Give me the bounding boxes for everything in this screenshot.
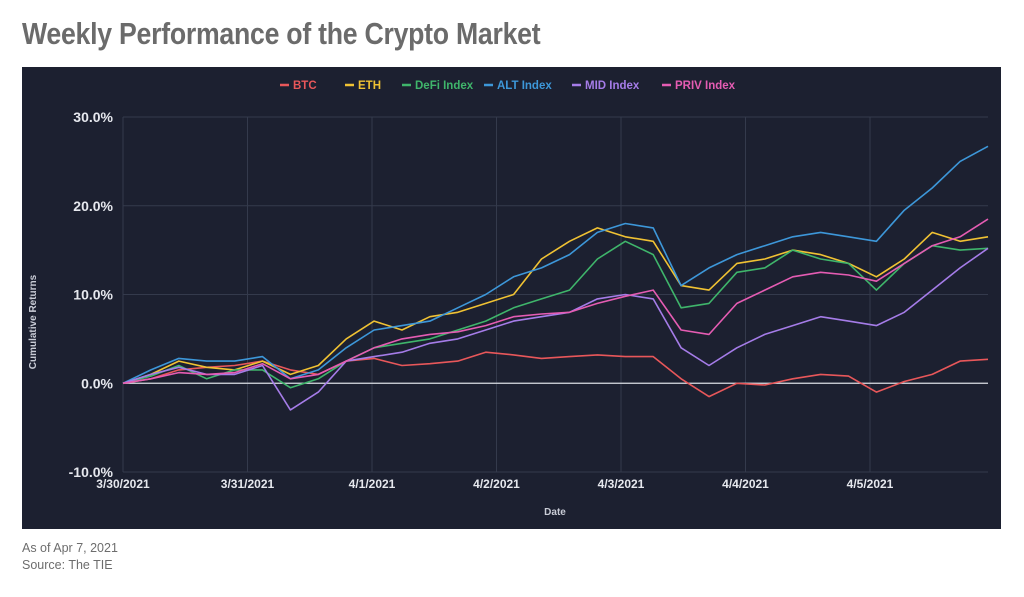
series-line-eth xyxy=(122,227,989,385)
series-line-alt-index xyxy=(122,145,989,385)
x-tick-label: 4/3/2021 xyxy=(598,477,645,491)
legend-item-btc[interactable]: BTC xyxy=(280,80,317,92)
legend-label: DeFi Index xyxy=(415,80,474,92)
legend-item-defi-index[interactable]: DeFi Index xyxy=(402,80,474,92)
legend[interactable]: BTC ETH DeFi Index ALT Index MID Index PRIV I… xyxy=(280,80,736,92)
y-axis-title: Cumulative Returns xyxy=(28,274,39,369)
y-tick-label: 20.0% xyxy=(73,198,113,214)
series-line-mid-index xyxy=(122,247,989,411)
y-axis: 30.0% 20.0% 10.0% 0.0% -10.0% xyxy=(69,109,114,480)
legend-label: MID Index xyxy=(585,80,640,92)
legend-item-eth[interactable]: ETH xyxy=(345,80,381,92)
y-tick-label: 10.0% xyxy=(73,287,113,303)
y-tick-label: 0.0% xyxy=(81,375,113,391)
legend-item-alt-index[interactable]: ALT Index xyxy=(484,80,552,92)
series-line-priv-index xyxy=(122,218,989,385)
source-note: Source: The TIE xyxy=(22,558,113,572)
legend-label: ALT Index xyxy=(497,80,552,92)
x-tick-label: 3/30/2021 xyxy=(96,477,150,491)
line-chart: 30.0% 20.0% 10.0% 0.0% -10.0% 3/30/2021 3/31/… xyxy=(28,80,989,518)
y-tick-label: 30.0% xyxy=(73,109,113,125)
legend-item-priv-index[interactable]: PRIV Index xyxy=(662,80,736,92)
x-tick-label: 4/5/2021 xyxy=(847,477,894,491)
as-of-date: As of Apr 7, 2021 xyxy=(22,541,118,555)
x-tick-label: 3/31/2021 xyxy=(221,477,275,491)
legend-item-mid-index[interactable]: MID Index xyxy=(572,80,640,92)
legend-label: PRIV Index xyxy=(675,80,736,92)
x-tick-label: 4/1/2021 xyxy=(349,477,396,491)
legend-label: ETH xyxy=(358,80,381,92)
grid xyxy=(122,116,988,473)
chart-panel: 30.0% 20.0% 10.0% 0.0% -10.0% 3/30/2021 3/31/… xyxy=(22,67,1001,529)
x-axis-title: Date xyxy=(544,507,566,518)
y-tick-label: -10.0% xyxy=(69,464,114,480)
x-tick-label: 4/2/2021 xyxy=(473,477,520,491)
series-lines xyxy=(122,145,989,411)
x-axis: 3/30/2021 3/31/2021 4/1/2021 4/2/2021 4/3/20… xyxy=(96,477,893,491)
page-title: Weekly Performance of the Crypto Market xyxy=(22,16,541,51)
legend-label: BTC xyxy=(293,80,317,92)
x-tick-label: 4/4/2021 xyxy=(722,477,769,491)
